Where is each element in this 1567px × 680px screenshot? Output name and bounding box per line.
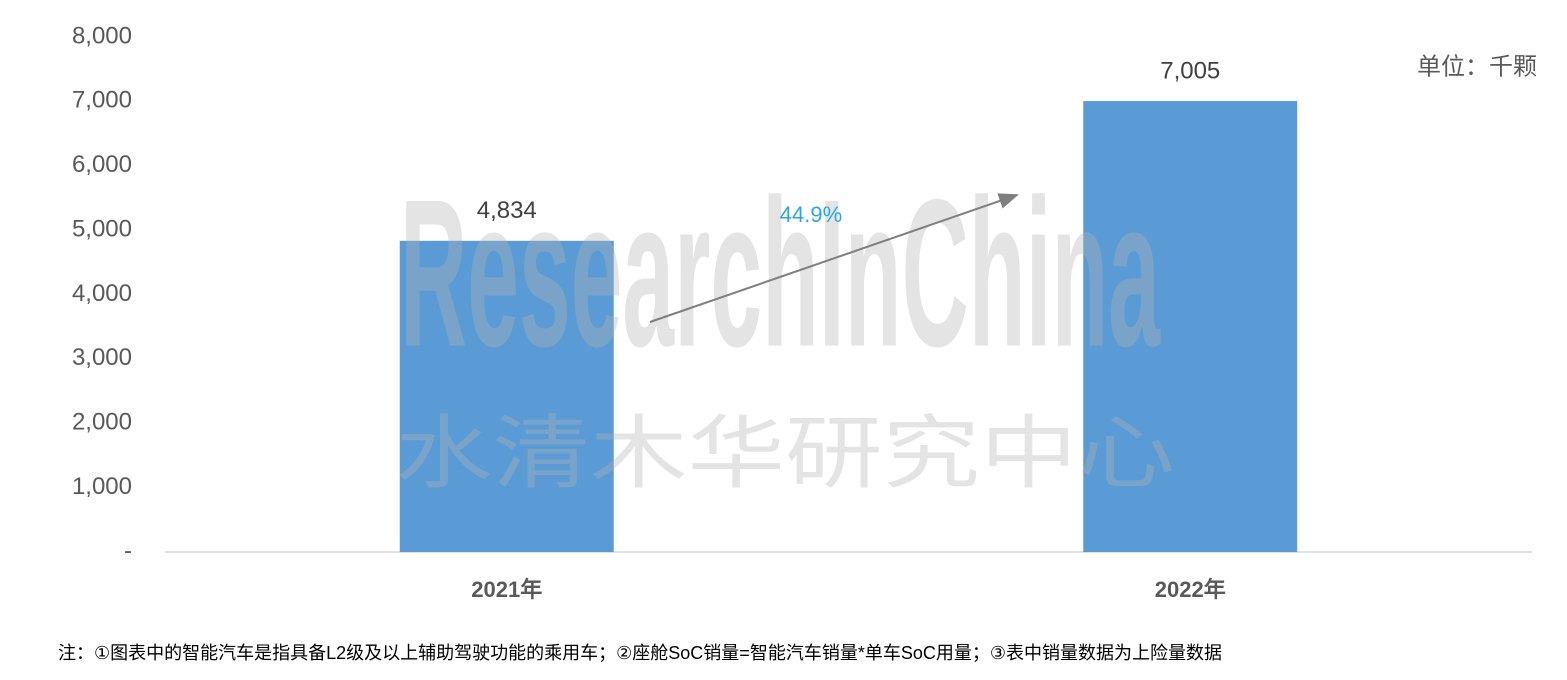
- y-tick-label: 8,000: [72, 22, 132, 49]
- y-tick-label: 7,000: [72, 87, 132, 114]
- bar: [1083, 101, 1298, 552]
- y-tick-label: 5,000: [72, 215, 132, 242]
- y-tick-label: 2,000: [72, 409, 132, 436]
- y-tick-label: 3,000: [72, 344, 132, 371]
- watermark-cn: 水清木华研究中心: [395, 409, 1175, 498]
- x-tick-label: 2022年: [1155, 577, 1226, 602]
- bar: [399, 240, 614, 552]
- y-tick-label: 4,000: [72, 280, 132, 307]
- note: 注：①图表中的智能汽车是指具备L2级及以上辅助驾驶功能的乘用车；②座舱SoC销量…: [58, 643, 1222, 663]
- value-label: 4,834: [477, 197, 537, 224]
- watermark: ResearchInChina: [400, 155, 1161, 390]
- x-tick-label: 2021年: [471, 577, 542, 602]
- y-tick-label: 1,000: [72, 473, 132, 500]
- y-tick-label: -: [124, 537, 132, 564]
- growth-arrow: [649, 193, 1019, 323]
- y-tick-label: 6,000: [72, 151, 132, 178]
- unit-label: 单位：千颗: [1417, 53, 1537, 80]
- value-label: 7,005: [1160, 57, 1220, 84]
- growth-label: 44.9%: [780, 202, 842, 227]
